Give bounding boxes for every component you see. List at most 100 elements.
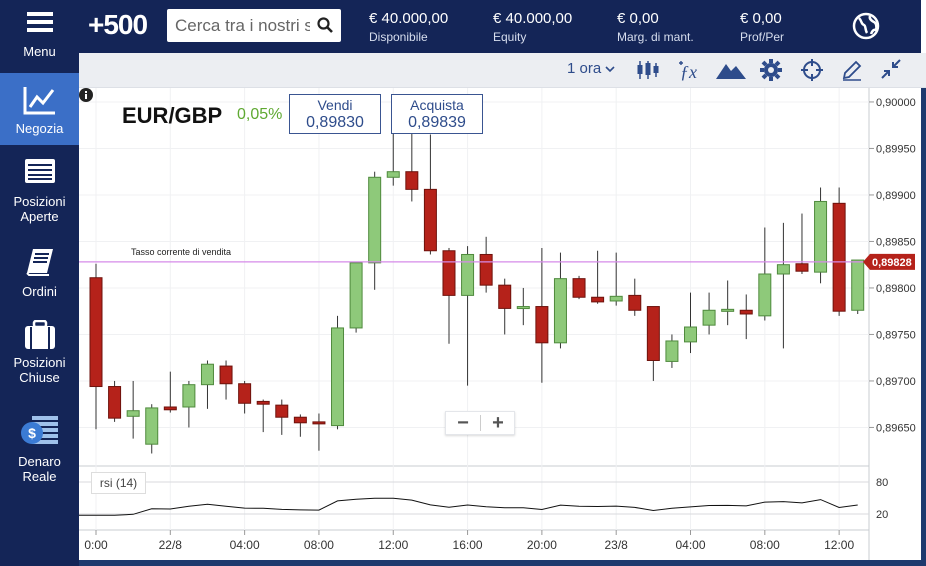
x-tick-label: 08:00 [750,538,780,552]
candle-body [553,278,567,344]
candle-body [386,171,400,178]
candle-body [795,263,809,272]
y-tick-label: 0,89650 [876,422,916,434]
chart-line-icon [23,87,55,115]
candle-body [851,259,865,311]
candle-body [479,253,493,286]
zoom-in-button[interactable]: + [492,412,504,434]
candle-body [405,171,419,190]
zoom-out-button[interactable]: − [457,412,469,434]
collapse-icon[interactable] [881,59,901,79]
y-tick-label: 0,90000 [876,97,916,109]
x-tick-label: 12:00 [824,538,854,552]
candle-body [349,262,363,329]
open-positions-icon [24,159,55,183]
sell-price: 0,89830 [306,114,364,131]
gear-icon[interactable] [760,59,782,81]
candle-body [646,306,660,361]
top-bar: +500 € 40.000,00 Disponibile € 40.000,00… [79,0,926,53]
indicator-fx-icon[interactable]: ƒx [677,59,701,83]
sidebar-item-denaro-reale[interactable]: $ Denaro Reale [0,414,79,489]
stat-equity: € 40.000,00 Equity [493,10,572,44]
chart-toolbar: 1 ora ƒx [79,53,926,88]
stat-margin: € 0,00 Marg. di mant. [617,10,694,44]
candle-body [219,365,233,385]
real-money-icon: $ [20,416,58,444]
stat-value: € 0,00 [617,10,659,27]
svg-text:ƒx: ƒx [680,62,697,82]
candle-body [442,250,456,296]
sidebar-item-posizioni-chiuse[interactable]: Posizioni Chiuse [0,320,79,390]
sidebar-item-label: Menu [23,44,56,59]
instrument-change: 0,05% [237,106,283,123]
candle-body [200,363,214,386]
x-tick-label: 16:00 [453,538,483,552]
candle-body [572,278,586,298]
closed-positions-briefcase-icon [24,320,55,349]
sidebar-item-label: Posizioni Chiuse [13,355,66,385]
current-rate-label: Tasso corrente di vendita [131,247,231,257]
candle-body [739,309,753,315]
candle-body [275,404,289,418]
y-tick-label: 0,89900 [876,190,916,202]
search-icon[interactable] [317,17,333,33]
chevron-down-icon [605,66,615,73]
candle-body [591,296,605,303]
rsi-indicator-label[interactable]: rsi (14) [91,472,146,494]
stat-label: Equity [493,30,527,44]
pencil-icon[interactable] [841,59,863,81]
x-tick-label: 0:00 [84,538,108,552]
window-edge [921,0,926,53]
stat-value: € 0,00 [740,10,782,27]
y-tick-label: 0,89850 [876,236,916,248]
sidebar-item-menu[interactable]: Menu [0,10,79,70]
sidebar-item-negozia[interactable]: Negozia [0,73,79,145]
stat-label: Disponibile [369,30,428,44]
candle-body [832,202,846,312]
x-tick-label: 04:00 [675,538,705,552]
y-tick-label: 0,89700 [876,376,916,388]
y-tick-label: 0,89800 [876,283,916,295]
sell-label: Vendi [317,97,353,113]
x-tick-label: 20:00 [527,538,557,552]
sidebar-item-posizioni-aperte[interactable]: Posizioni Aperte [0,158,79,230]
info-icon[interactable] [79,88,93,102]
stat-value: € 40.000,00 [493,10,573,27]
sell-button[interactable]: Vendi 0,89830 [289,94,381,134]
price-chart[interactable]: 0,90000 0,89950 0,89900 0,89850 0,89800 0,897… [79,88,921,560]
x-tick-label: 22/8 [159,538,183,552]
instrument-name: EUR/GBP [122,103,223,128]
rsi-tick-label: 80 [876,477,888,489]
stat-disponibile: € 40.000,00 Disponibile [369,10,448,44]
candle-body [516,306,530,310]
stat-value: € 40.000,00 [369,10,449,27]
stat-profit-loss: € 0,00 Prof/Per [740,10,784,44]
buy-button[interactable]: Acquista 0,89839 [391,94,483,134]
buy-price: 0,89839 [408,114,466,131]
candle-body [461,253,475,296]
zoom-controls: − + [445,411,515,435]
sidebar-item-label: Posizioni Aperte [13,194,66,224]
candle-body [423,188,437,252]
window-edge [921,88,926,566]
candlestick-icon[interactable] [636,59,660,81]
sidebar: Menu Negozia Posizioni Aperte Ordini Pos… [0,0,79,566]
candle-body [238,383,252,404]
sidebar-item-ordini[interactable]: Ordini [0,248,79,303]
timeframe-selector[interactable]: 1 ora [567,60,615,77]
candle-body [498,284,512,309]
mountain-chart-icon[interactable] [716,61,746,79]
candle-body [145,407,159,445]
globe-icon[interactable] [852,12,880,40]
search-box [167,9,341,42]
brand-logo[interactable]: +500 [88,9,148,40]
candle-body [702,309,716,326]
candle-body [331,327,345,427]
candle-body [163,406,177,411]
search-input[interactable] [175,15,310,37]
crosshair-icon[interactable] [801,59,823,81]
candlestick-chart[interactable]: 0,90000 0,89950 0,89900 0,89850 0,89800 0,897… [79,88,921,560]
stat-label: Prof/Per [740,30,785,44]
candle-body [628,294,642,311]
candle-body [368,176,382,264]
